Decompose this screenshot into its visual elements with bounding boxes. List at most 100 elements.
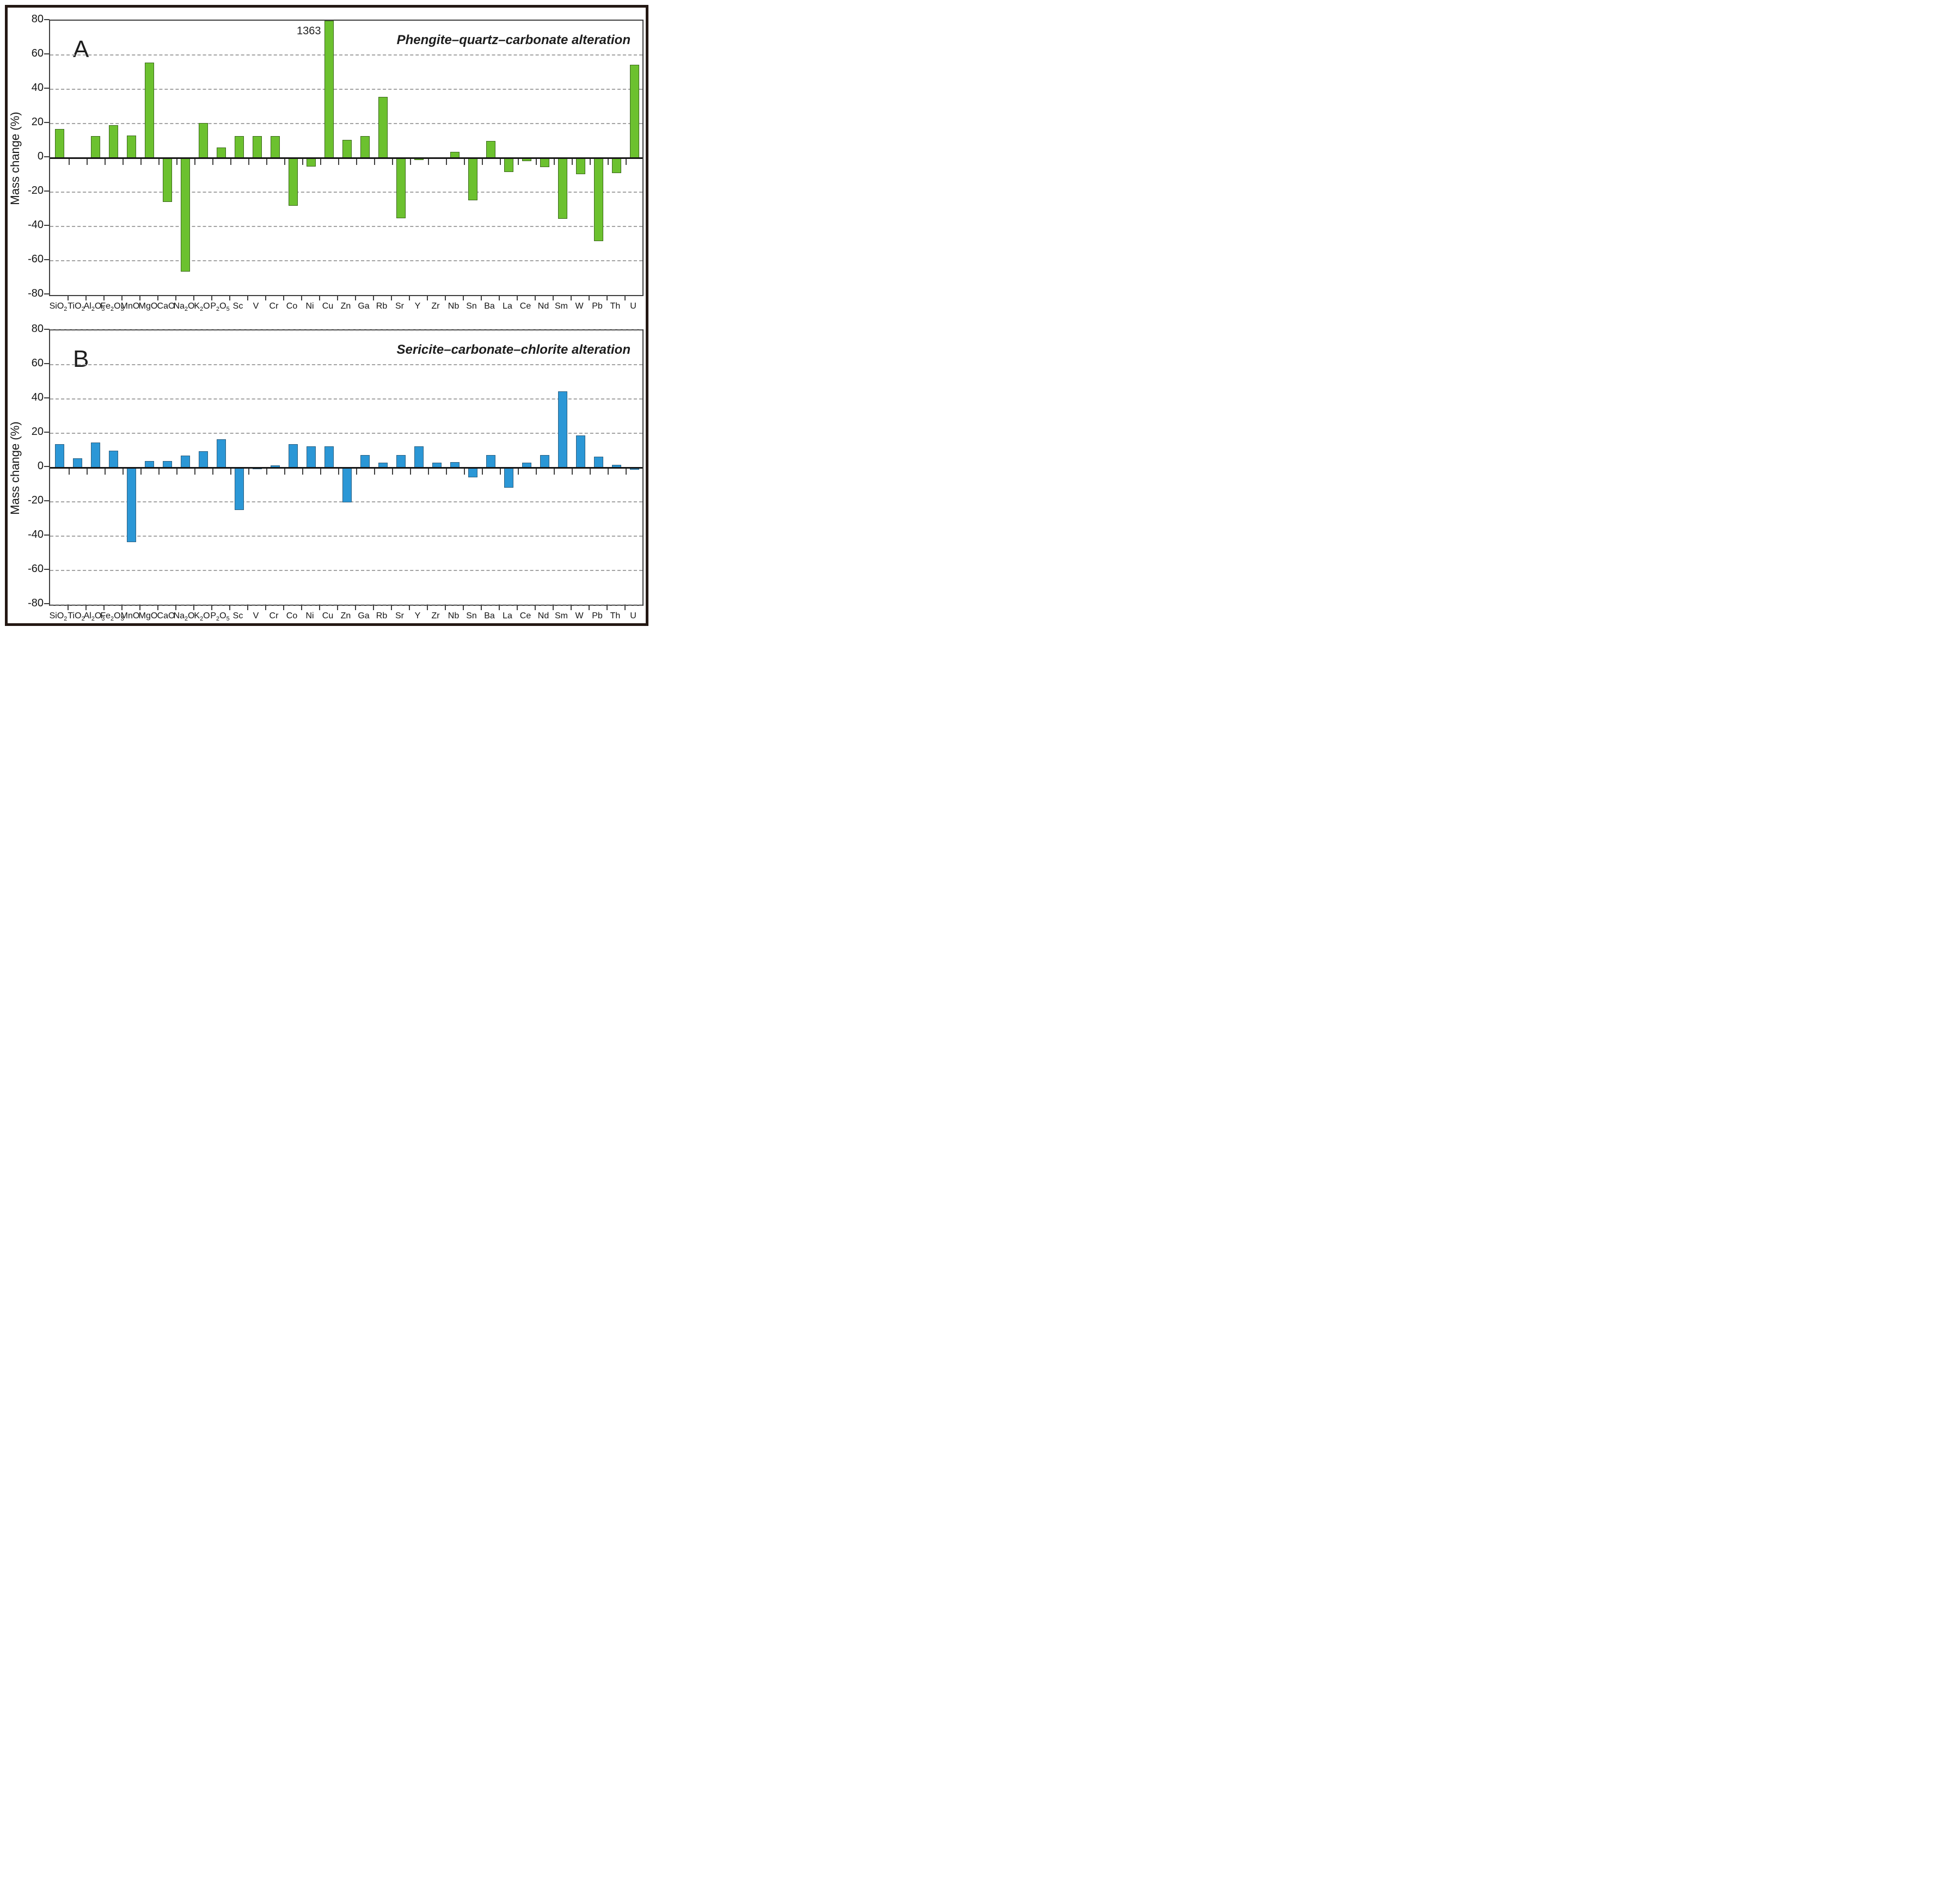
- x-category-label-Ni: Ni: [305, 302, 314, 311]
- bar-W: [575, 435, 585, 468]
- y-tick-label: 40: [31, 82, 44, 94]
- bar-Ba: [486, 454, 495, 468]
- x-tick: [247, 295, 248, 300]
- x-tick: [625, 468, 627, 475]
- x-tick: [607, 468, 609, 475]
- x-tick: [121, 605, 122, 610]
- x-tick: [85, 605, 87, 610]
- x-tick: [427, 468, 429, 475]
- x-tick: [157, 605, 158, 610]
- x-category-label-Rb: Rb: [376, 611, 388, 621]
- y-tick: [44, 397, 50, 398]
- x-tick: [409, 468, 411, 475]
- y-tick: [44, 88, 50, 89]
- x-tick: [409, 158, 411, 165]
- x-tick: [266, 158, 267, 165]
- x-tick: [463, 158, 465, 165]
- bar-Sm: [558, 391, 567, 468]
- x-category-label-Y: Y: [414, 611, 421, 621]
- x-tick: [140, 468, 142, 475]
- x-tick: [481, 158, 483, 165]
- bar-CaO: [162, 158, 172, 202]
- y-tick: [44, 259, 50, 260]
- bar-Cu: [324, 21, 334, 158]
- x-tick: [462, 295, 464, 300]
- bar-SiO2: [54, 129, 64, 158]
- gridline--60: [50, 260, 642, 261]
- x-category-label-Ba: Ba: [484, 302, 495, 311]
- x-tick: [427, 158, 429, 165]
- x-tick: [301, 295, 302, 300]
- gridline--80: [50, 604, 642, 605]
- bar-W: [575, 158, 585, 174]
- x-tick: [194, 468, 195, 475]
- x-category-label-V: V: [253, 611, 259, 621]
- x-category-label-Sn: Sn: [466, 302, 477, 311]
- x-category-label-Nb: Nb: [448, 611, 460, 621]
- x-tick: [86, 468, 88, 475]
- bar-Nd: [540, 158, 549, 168]
- zero-axis-line: [50, 157, 642, 159]
- x-tick: [68, 158, 70, 165]
- x-tick: [266, 468, 267, 475]
- x-tick: [86, 158, 88, 165]
- x-tick: [552, 295, 554, 300]
- gridline-40: [50, 89, 642, 90]
- x-category-label-P2O5: P2O5: [210, 302, 230, 313]
- x-tick: [534, 295, 536, 300]
- bar-Sn: [468, 158, 477, 201]
- y-tick: [44, 225, 50, 226]
- x-category-label-Fe2O3: Fe2O3: [100, 302, 124, 313]
- x-tick: [302, 158, 303, 165]
- x-tick: [230, 468, 231, 475]
- x-tick: [588, 295, 590, 300]
- x-tick: [103, 605, 105, 610]
- y-tick-label: 20: [31, 426, 44, 438]
- bar-K2O: [198, 451, 208, 468]
- x-category-label-P2O5: P2O5: [210, 611, 230, 623]
- x-tick: [498, 295, 500, 300]
- bar-MgO: [144, 63, 154, 158]
- x-category-label-MgO: MgO: [138, 611, 158, 621]
- bar-Fe2O3: [108, 450, 118, 468]
- gridline-20: [50, 123, 642, 124]
- x-tick: [247, 605, 248, 610]
- x-tick: [301, 605, 302, 610]
- x-tick: [139, 605, 140, 610]
- bar-Ni: [306, 446, 316, 468]
- bar-SiO2: [54, 444, 64, 468]
- x-category-label-Co: Co: [286, 302, 298, 311]
- y-tick: [44, 122, 50, 123]
- x-tick: [265, 295, 266, 300]
- gridline--20: [50, 192, 642, 193]
- bar-MnO: [126, 136, 136, 158]
- x-tick: [606, 295, 608, 300]
- y-tick: [44, 329, 50, 330]
- x-tick: [426, 605, 428, 610]
- bar-Ba: [486, 140, 495, 158]
- bar-P2O5: [216, 148, 226, 158]
- x-tick: [391, 468, 393, 475]
- x-tick: [462, 605, 464, 610]
- y-tick-label: 20: [31, 116, 44, 128]
- panel-title-a: Phengite–quartz–carbonate alteration: [396, 33, 630, 47]
- bar-Rb: [378, 96, 388, 158]
- gridline-60: [50, 364, 642, 365]
- x-category-label-U: U: [630, 611, 636, 621]
- x-tick: [212, 158, 213, 165]
- y-tick: [44, 53, 50, 54]
- bar-Cr: [270, 136, 280, 158]
- x-tick: [248, 158, 249, 165]
- x-tick: [534, 605, 536, 610]
- x-tick: [229, 605, 230, 610]
- y-tick-label: -40: [28, 529, 44, 540]
- x-tick: [104, 158, 106, 165]
- bar-Nd: [540, 454, 549, 468]
- bar-Al2O3: [90, 136, 100, 158]
- y-tick-label: -20: [28, 185, 44, 196]
- x-category-label-W: W: [575, 611, 584, 621]
- x-tick: [553, 158, 555, 165]
- x-category-label-Y: Y: [414, 302, 421, 311]
- x-tick: [426, 295, 428, 300]
- bar-P2O5: [216, 439, 226, 468]
